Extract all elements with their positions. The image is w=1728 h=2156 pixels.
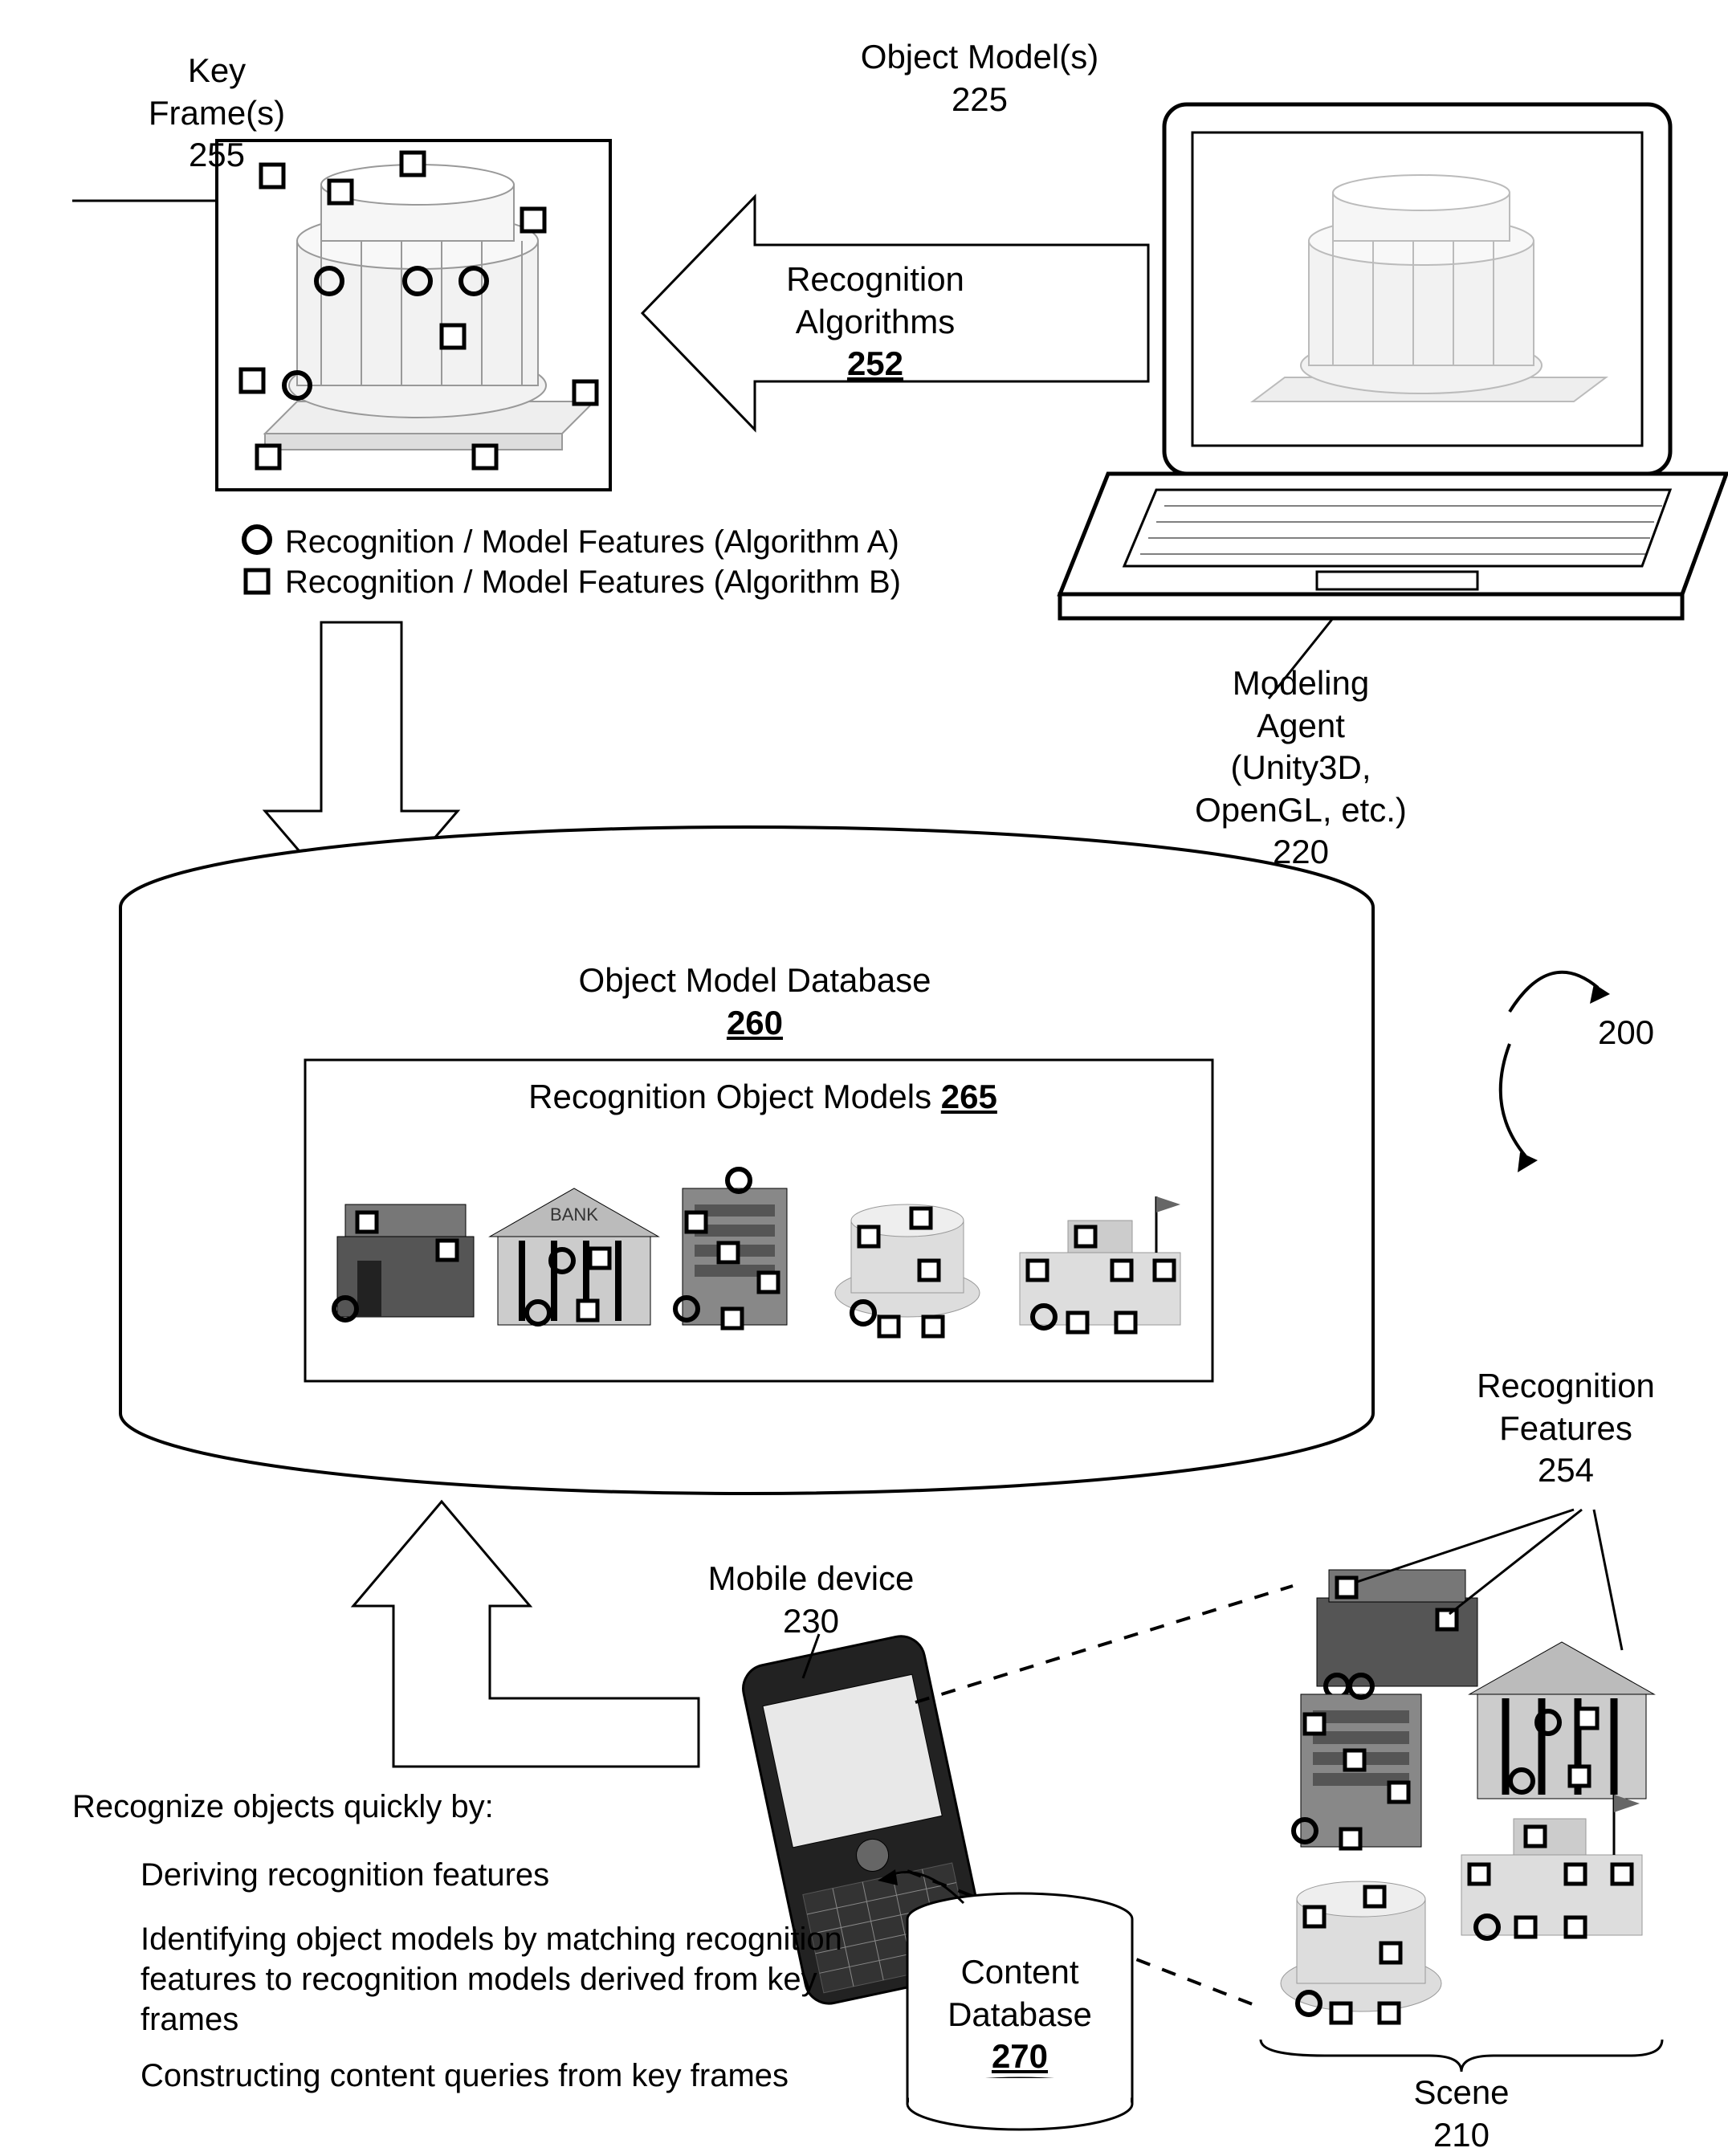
expl-b3: Constructing content queries from key fr… [141,2056,887,2096]
expl-b2: Identifying object models by matching re… [141,1919,887,2040]
keyframe-features [241,153,597,468]
scene-buildings [1281,1570,1654,2023]
scene-brace [1261,2040,1662,2072]
recogfeat-label: Recognition Features 254 [1461,1365,1670,1492]
keyframe-box [217,141,610,490]
svg-text:BANK: BANK [550,1204,598,1225]
legend-square [246,570,268,593]
keyframes-label: Key Frame(s) 255 [145,50,289,177]
keyframe-building [265,165,594,450]
objdb-label: Object Model Database 260 [514,960,996,1044]
scene-label: Scene 210 [1381,2072,1542,2156]
legend-a: Recognition / Model Features (Algorithm … [285,522,952,562]
recogalg-label: Recognition Algorithms 252 [771,259,980,385]
figure-number: 200 [1598,1012,1654,1054]
legend-circle [244,527,270,552]
recog-features-leaders [1357,1510,1622,1650]
arrow-keyframe-to-db [265,622,458,923]
contentdb-arrowhead [878,1869,898,1885]
figure-number-arrow [1501,972,1610,1172]
recogobjmodels-label: Recognition Object Models 265 [474,1076,1052,1119]
legend-b: Recognition / Model Features (Algorithm … [285,562,952,602]
expl-intro: Recognize objects quickly by: [72,1787,875,1827]
modeling-agent-label: Modeling Agent (Unity3D, OpenGL, etc.) 2… [1180,662,1421,874]
arrow-mobile-to-db [353,1502,699,1767]
laptop [1060,104,1726,618]
mobile-label: Mobile device 230 [699,1558,923,1642]
expl-b1: Deriving recognition features [141,1855,863,1895]
contentdb-arrow [891,1873,964,1903]
object-model-database-cylinder [120,827,1373,1494]
view-cone-top [915,1586,1293,1702]
db-buildings: BANK [334,1169,1180,1336]
contentdb-label: Content Database 270 [935,1951,1104,2078]
objmodels-label: Object Model(s) 225 [851,36,1108,120]
